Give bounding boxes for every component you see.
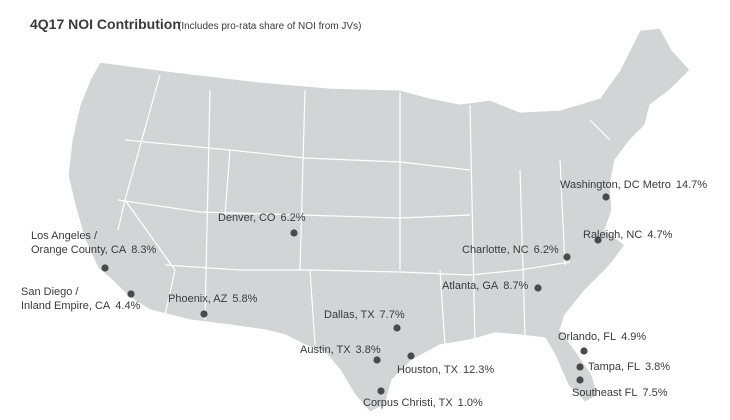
market-name: Orlando, FL [558,331,616,343]
market-share: 7.7% [380,309,405,321]
market-dot [373,356,381,364]
market-label: Atlanta, GA 8.7% [442,280,529,292]
market-dot [594,236,602,244]
market-share: 8.3% [131,244,156,256]
market-label: Phoenix, AZ 5.8% [168,293,258,305]
market-dot [101,264,109,272]
market-share: 3.8% [356,344,381,356]
subtitle: (Includes pro-rata share of NOI from JVs… [178,21,361,32]
market-name: Washington, DC Metro [560,179,671,191]
market-dot [200,310,208,318]
market-name: Phoenix, AZ [168,293,228,305]
market-name: Charlotte, NC [462,244,529,256]
market-share: 7.5% [642,387,667,399]
market-name: Inland Empire, CA [21,300,111,312]
market-dot [534,284,542,292]
market-label: Los Angeles / Orange County, CA 8.3% [31,230,156,256]
market-name: Atlanta, GA [442,280,499,292]
market-label: San Diego / Inland Empire, CA 4.4% [21,286,141,312]
market-label: Tampa, FL 3.8% [588,361,670,373]
market-dot [602,193,610,201]
state-borders [117,74,611,346]
market-label: Denver, CO 6.2% [218,212,306,224]
market-label: Charlotte, NC 6.2% [462,244,559,256]
market-name: Los Angeles / [31,230,98,242]
market-label: Orlando, FL 4.9% [558,331,646,343]
market-name: Austin, TX [300,344,351,356]
market-label: Houston, TX 12.3% [397,364,494,376]
market-share: 12.3% [463,364,494,376]
market-share: 3.8% [645,361,670,373]
market-name: Denver, CO [218,212,276,224]
market-name: Dallas, TX [324,309,375,321]
market-share: 14.7% [676,179,707,191]
market-dot [576,376,584,384]
market-label: Dallas, TX 7.7% [324,309,405,321]
market-share: 8.7% [503,280,528,292]
market-name: Tampa, FL [588,361,640,373]
market-dot [407,352,415,360]
market-label: Austin, TX 3.8% [300,344,381,356]
market-dot [377,387,385,395]
market-dot [563,253,571,261]
market-name: Southeast FL [572,387,637,399]
market-share: 6.2% [534,244,559,256]
market-dot [393,324,401,332]
market-share: 6.2% [280,212,305,224]
market-dot [580,347,588,355]
market-name: Corpus Christi, TX [363,397,453,409]
market-dot [127,290,135,298]
market-name: Houston, TX [397,364,459,376]
market-share: 1.0% [458,397,483,409]
market-name: Raleigh, NC [583,229,642,241]
market-label: Southeast FL 7.5% [572,387,668,399]
market-label: Washington, DC Metro 14.7% [560,179,707,191]
market-name: San Diego / [21,286,79,298]
us-map [67,27,691,413]
market-share: 4.4% [115,300,140,312]
market-share: 4.9% [621,331,646,343]
market-name: Orange County, CA [31,244,127,256]
title: 4Q17 NOI Contribution [30,16,181,32]
market-share: 5.8% [232,293,257,305]
market-dot [576,363,584,371]
market-label: Raleigh, NC 4.7% [583,229,673,241]
market-label: Corpus Christi, TX 1.0% [363,397,483,409]
market-dot [290,229,298,237]
market-share: 4.7% [647,229,672,241]
